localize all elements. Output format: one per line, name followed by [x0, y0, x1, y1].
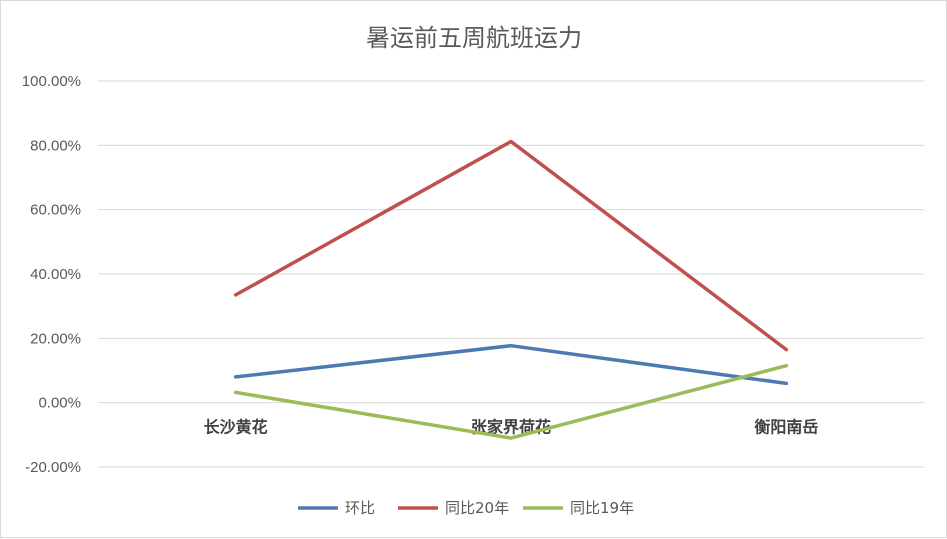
series-lines	[233, 139, 789, 440]
y-tick-label: 100.00%	[22, 73, 81, 90]
data-point	[784, 364, 788, 368]
y-tick-label: 80.00%	[30, 137, 81, 154]
legend-label: 同比20年	[445, 499, 509, 517]
legend-item: 环比	[298, 499, 375, 517]
y-axis-ticks: 100.00% 80.00% 60.00% 40.00% 20.00% 0.00% -20.…	[22, 73, 81, 476]
legend: 环比 同比20年 同比19年	[298, 499, 634, 517]
data-point	[234, 375, 238, 379]
legend-label: 环比	[345, 499, 375, 517]
x-tick-label: 衡阳南岳	[754, 418, 818, 437]
legend-item: 同比20年	[398, 499, 509, 517]
y-tick-label: 60.00%	[30, 202, 81, 219]
series-line	[233, 343, 789, 386]
y-tick-label: 40.00%	[30, 266, 81, 283]
data-point	[509, 436, 513, 440]
y-tick-label: 0.00%	[38, 395, 81, 412]
series-2	[233, 139, 789, 352]
data-point	[509, 344, 513, 348]
gridlines	[98, 80, 924, 468]
y-tick-label: -20.00%	[25, 459, 81, 476]
data-point	[784, 381, 788, 385]
series-line	[233, 139, 789, 352]
series-3	[233, 363, 789, 440]
data-point	[784, 347, 788, 352]
x-axis-ticks: 长沙黄花 张家界荷花 衡阳南岳	[204, 418, 819, 437]
legend-label: 同比19年	[570, 499, 634, 517]
chart-title: 暑运前五周航班运力	[366, 24, 582, 52]
y-tick-label: 20.00%	[30, 330, 81, 347]
legend-item: 同比19年	[523, 499, 634, 517]
x-tick-label: 长沙黄花	[204, 418, 268, 437]
data-point	[509, 139, 513, 144]
data-point	[234, 390, 238, 394]
data-point	[234, 293, 238, 297]
series-1	[233, 343, 789, 386]
